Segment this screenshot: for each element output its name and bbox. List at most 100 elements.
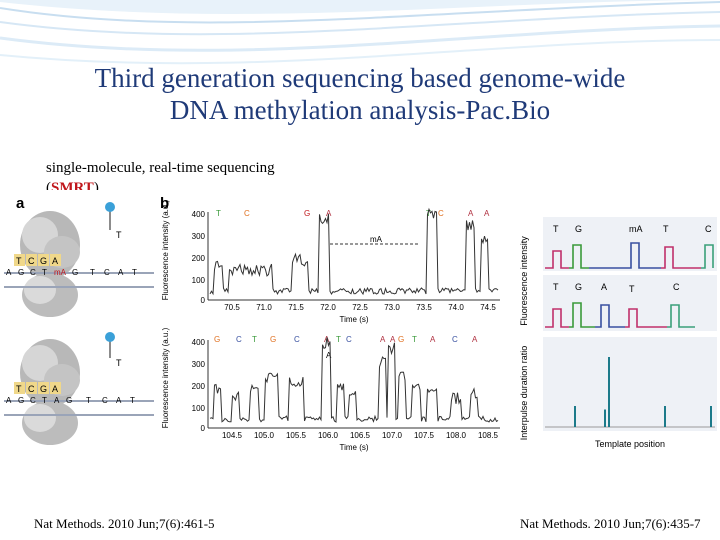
base-label: G xyxy=(398,335,404,344)
figure-left: a b T T C G A A G C T mA G T C A T xyxy=(0,190,505,460)
subtitle-paren-close: ) xyxy=(93,180,99,196)
base-label: T xyxy=(426,209,431,218)
base: C xyxy=(30,396,36,405)
trace-yticks-bottom: 400 300 200 100 0 xyxy=(192,338,206,433)
base: G xyxy=(66,396,72,405)
ytick: 100 xyxy=(192,404,206,413)
template-top-row1: T C G A xyxy=(14,254,61,266)
base: C xyxy=(104,268,110,277)
base: G xyxy=(40,384,47,394)
trace-xlabel-bottom: Time (s) xyxy=(339,443,368,452)
base-label: A xyxy=(326,209,332,218)
xtick: 108.0 xyxy=(446,431,467,440)
base-label: A xyxy=(484,209,490,218)
base: C xyxy=(28,256,35,266)
base: A xyxy=(52,384,58,394)
ytick: 400 xyxy=(192,338,206,347)
base-label: C xyxy=(673,282,680,292)
base-label: G xyxy=(575,282,582,292)
base: A xyxy=(6,396,12,405)
trace-xlabel-top: Time (s) xyxy=(339,315,368,324)
base-label: A xyxy=(468,209,474,218)
base-label: T xyxy=(216,209,221,218)
base: A xyxy=(6,268,12,277)
title-line-1: Third generation sequencing based genome… xyxy=(94,63,626,93)
base-label: A xyxy=(430,335,436,344)
subtitle-paren-open: ( xyxy=(46,180,51,196)
template-bottom-row1: T C G A xyxy=(14,382,61,394)
fluorescence-trace-top xyxy=(209,207,499,296)
xtick: 106.0 xyxy=(318,431,339,440)
right-row2-bases: T G A T C xyxy=(553,282,680,294)
base: C xyxy=(30,268,36,277)
ytick: 300 xyxy=(192,232,206,241)
polymerase-label-bottom: T xyxy=(116,358,122,368)
base: G xyxy=(72,268,78,277)
base: T xyxy=(132,268,137,277)
polymerase-label-top: T xyxy=(116,230,122,240)
base-label: C xyxy=(244,209,250,218)
base-label: C xyxy=(236,335,242,344)
base: C xyxy=(28,384,35,394)
ytick: 300 xyxy=(192,360,206,369)
base: G xyxy=(18,396,24,405)
base: T xyxy=(42,268,47,277)
base-label: T xyxy=(412,335,417,344)
xtick: 106.5 xyxy=(350,431,371,440)
subtitle-line-1: single-molecule, real-time sequencing xyxy=(46,160,275,176)
citation-left: Nat Methods. 2010 Jun;7(6):461-5 xyxy=(34,516,215,531)
panel-a-label: a xyxy=(16,195,25,212)
xtick: 104.5 xyxy=(222,431,243,440)
base: G xyxy=(40,256,47,266)
xtick: 108.5 xyxy=(478,431,499,440)
right-ylabel-bottom: Interpulse duration ratio xyxy=(519,346,529,441)
trace-ylabel-bottom: Fluorescence intensity (a.u.) xyxy=(161,327,170,428)
base: T xyxy=(42,396,47,405)
base: G xyxy=(18,268,24,277)
xtick: 74.0 xyxy=(448,303,464,312)
ytick: 0 xyxy=(201,296,206,305)
xtick: 72.0 xyxy=(320,303,336,312)
base-label: C xyxy=(438,209,444,218)
trace-xticks-bottom: 104.5 105.0 105.5 106.0 106.5 107.0 107.… xyxy=(222,431,499,440)
base-label: A xyxy=(390,335,396,344)
base-label: T xyxy=(663,224,669,234)
ytick: 200 xyxy=(192,254,206,263)
ytick: 0 xyxy=(201,424,206,433)
base-label: C xyxy=(294,335,300,344)
right-xlabel: Template position xyxy=(595,439,665,449)
polymerase-illustration-bottom: T T C G A A G C T A G T C A T xyxy=(4,332,154,445)
header-swoosh-decoration xyxy=(0,0,720,65)
xtick: 72.5 xyxy=(352,303,368,312)
xtick: 107.5 xyxy=(414,431,435,440)
trace-xticks-top: 70.5 71.0 71.5 72.0 72.5 73.0 73.5 74.0 … xyxy=(224,303,496,312)
xtick: 107.0 xyxy=(382,431,403,440)
ytick: 400 xyxy=(192,210,206,219)
xtick: 73.0 xyxy=(384,303,400,312)
template-top-row2: A G C T mA G T C A T xyxy=(6,268,137,277)
base: T xyxy=(90,268,95,277)
trace-ylabel-top: Fluorescence intensity (a.u.) xyxy=(161,199,170,300)
xtick: 74.5 xyxy=(480,303,496,312)
slide-title: Third generation sequencing based genome… xyxy=(20,62,700,126)
base-label: T xyxy=(553,282,559,292)
base-label: A xyxy=(601,282,607,292)
citation-right: Nat Methods. 2010 Jun;7(6):435-7 xyxy=(520,516,701,531)
base-label: T xyxy=(336,335,341,344)
base-label: T xyxy=(252,335,257,344)
right-row1-pulses xyxy=(545,242,714,269)
base-label: C xyxy=(705,224,712,234)
base-label: T xyxy=(553,224,559,234)
trace-yticks-top: 400 300 200 100 0 xyxy=(192,210,206,305)
xtick: 73.5 xyxy=(416,303,432,312)
trace-bases-top: T C G A T C A A xyxy=(216,209,490,218)
base-label: G xyxy=(575,224,582,234)
base: A xyxy=(52,256,58,266)
base: T xyxy=(86,396,91,405)
xtick: 105.0 xyxy=(254,431,275,440)
base-label: A xyxy=(472,335,478,344)
base: A xyxy=(54,396,60,405)
panel-b-label: b xyxy=(160,195,169,212)
xtick: 105.5 xyxy=(286,431,307,440)
xtick: 71.5 xyxy=(288,303,304,312)
